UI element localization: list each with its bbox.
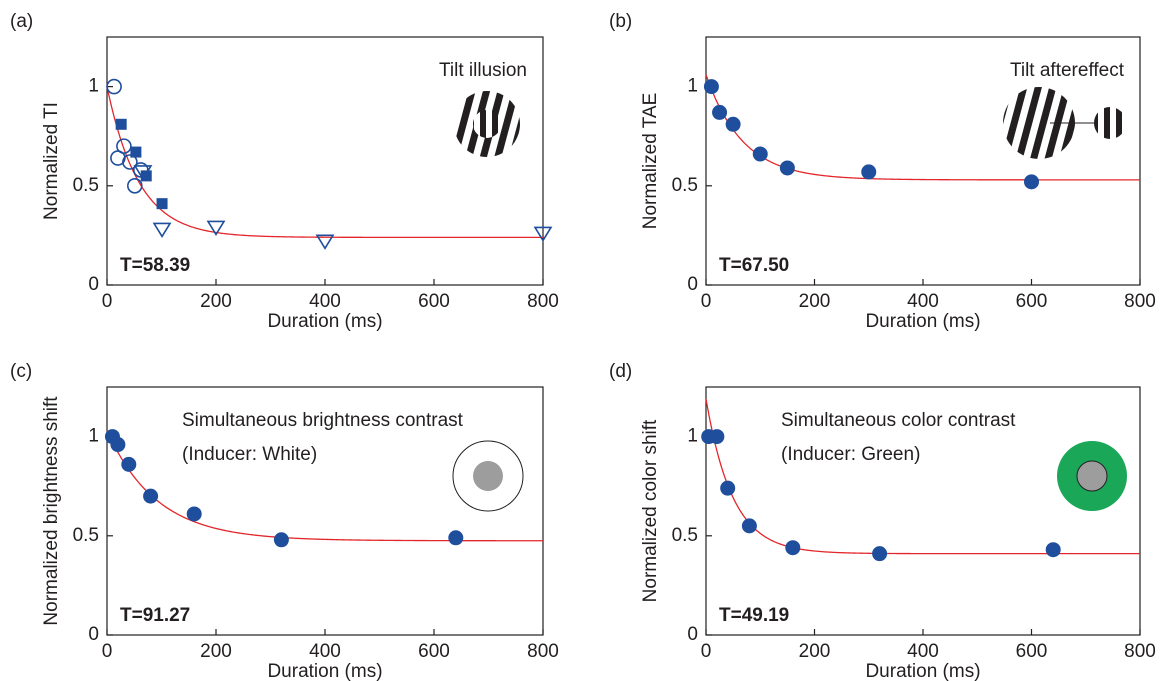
marker bbox=[1024, 174, 1039, 190]
fit-curve bbox=[705, 74, 1140, 181]
x-tick-label: 200 bbox=[200, 641, 232, 662]
x-tick-label: 0 bbox=[701, 291, 712, 312]
marker bbox=[273, 532, 289, 548]
fit-tau-label: T=49.19 bbox=[719, 605, 789, 626]
x-tick-label: 0 bbox=[701, 641, 712, 662]
annotation: Simultaneous color contrast bbox=[781, 410, 1016, 431]
marker bbox=[130, 146, 142, 158]
x-tick-label: 400 bbox=[907, 641, 939, 662]
panel: (a) 0 200 400 600 800 0 0.5 1 Duration (ms) Normal… bbox=[10, 11, 559, 332]
annotation: Tilt aftereffect bbox=[1010, 60, 1125, 81]
x-tick-label: 0 bbox=[102, 291, 113, 312]
marker bbox=[861, 164, 877, 180]
x-axis-label: Duration (ms) bbox=[865, 311, 980, 332]
marker bbox=[152, 222, 172, 238]
inset-tilt-aftereffect bbox=[1003, 87, 1126, 159]
y-tick-label: 0 bbox=[88, 274, 99, 295]
fit-curve bbox=[106, 86, 543, 239]
x-tick-label: 600 bbox=[1016, 291, 1048, 312]
marker bbox=[741, 518, 757, 534]
x-tick-label: 800 bbox=[1124, 641, 1156, 662]
x-tick-label: 800 bbox=[1124, 291, 1156, 312]
marker bbox=[121, 456, 137, 472]
y-tick-label: 0.5 bbox=[73, 525, 99, 546]
marker bbox=[186, 506, 202, 522]
y-axis-label: Normalized color shift bbox=[640, 419, 661, 602]
marker bbox=[1045, 542, 1061, 558]
annotation: (Inducer: White) bbox=[182, 444, 317, 465]
y-tick-label: 1 bbox=[687, 426, 698, 447]
marker bbox=[106, 78, 122, 95]
marker bbox=[703, 79, 719, 95]
x-tick-label: 400 bbox=[907, 291, 939, 312]
y-tick-label: 1 bbox=[88, 426, 99, 447]
marker bbox=[712, 104, 728, 120]
fit-tau-label: T=67.50 bbox=[719, 255, 789, 276]
x-axis-label: Duration (ms) bbox=[267, 311, 382, 332]
marker bbox=[156, 198, 168, 210]
marker bbox=[115, 118, 127, 130]
panel: (d) 0 200 400 600 800 0 0.5 1 Duration (ms) Normal… bbox=[609, 361, 1156, 681]
marker bbox=[116, 138, 132, 154]
x-tick-label: 800 bbox=[527, 291, 559, 312]
y-tick-label: 0 bbox=[687, 624, 698, 645]
fit-tau-label: T=91.27 bbox=[120, 605, 190, 626]
marker bbox=[720, 480, 736, 496]
y-tick-label: 1 bbox=[687, 76, 698, 97]
x-tick-label: 0 bbox=[102, 641, 113, 662]
marker bbox=[872, 546, 888, 562]
panel-label: (c) bbox=[10, 361, 32, 382]
annotation: (Inducer: Green) bbox=[781, 444, 920, 465]
marker bbox=[785, 540, 801, 556]
x-tick-label: 200 bbox=[799, 291, 831, 312]
marker bbox=[752, 146, 768, 162]
y-tick-label: 0.5 bbox=[672, 525, 698, 546]
x-tick-label: 600 bbox=[418, 641, 450, 662]
x-tick-label: 200 bbox=[799, 641, 831, 662]
x-tick-label: 800 bbox=[527, 641, 559, 662]
marker bbox=[709, 429, 725, 445]
y-tick-label: 0 bbox=[88, 624, 99, 645]
x-tick-label: 400 bbox=[309, 641, 341, 662]
marker bbox=[122, 154, 138, 170]
annotation: Simultaneous brightness contrast bbox=[182, 410, 464, 431]
x-tick-label: 600 bbox=[418, 291, 450, 312]
y-tick-label: 0 bbox=[687, 274, 698, 295]
annotation: Tilt illusion bbox=[439, 60, 527, 81]
panel: (b) 0 200 400 600 800 0 0.5 1 Duration (ms) Normal… bbox=[609, 11, 1156, 332]
marker bbox=[133, 165, 153, 181]
marker bbox=[143, 488, 159, 504]
marker bbox=[315, 234, 335, 250]
y-tick-label: 1 bbox=[88, 76, 99, 97]
marker bbox=[140, 170, 152, 182]
y-tick-label: 0.5 bbox=[672, 175, 698, 196]
x-tick-label: 600 bbox=[1016, 641, 1048, 662]
inset-brightness bbox=[452, 440, 524, 512]
y-axis-label: Normalized brightness shift bbox=[41, 396, 62, 626]
y-axis-label: Normalized TI bbox=[41, 102, 62, 220]
inset-color bbox=[1057, 441, 1127, 511]
panel-label: (b) bbox=[609, 11, 632, 32]
x-axis-label: Duration (ms) bbox=[267, 661, 382, 681]
marker bbox=[448, 530, 464, 546]
inset-tilt-illusion bbox=[454, 91, 520, 157]
x-tick-label: 400 bbox=[309, 291, 341, 312]
panel: (c) 0 200 400 600 800 0 0.5 1 Duration (ms) Normal… bbox=[10, 361, 559, 681]
x-tick-label: 200 bbox=[200, 291, 232, 312]
marker bbox=[126, 178, 143, 194]
marker bbox=[533, 226, 553, 242]
panel-label: (a) bbox=[10, 11, 33, 32]
panel-label: (d) bbox=[609, 361, 632, 382]
marker bbox=[206, 220, 226, 236]
marker bbox=[725, 116, 741, 132]
fit-tau-label: T=58.39 bbox=[120, 255, 190, 276]
fit-curve bbox=[106, 430, 543, 542]
marker bbox=[779, 160, 795, 176]
marker bbox=[110, 437, 126, 453]
y-axis-label: Normalized TAE bbox=[640, 93, 661, 230]
y-tick-label: 0.5 bbox=[73, 175, 99, 196]
fit-curve bbox=[705, 398, 1140, 555]
x-axis-label: Duration (ms) bbox=[865, 661, 980, 681]
